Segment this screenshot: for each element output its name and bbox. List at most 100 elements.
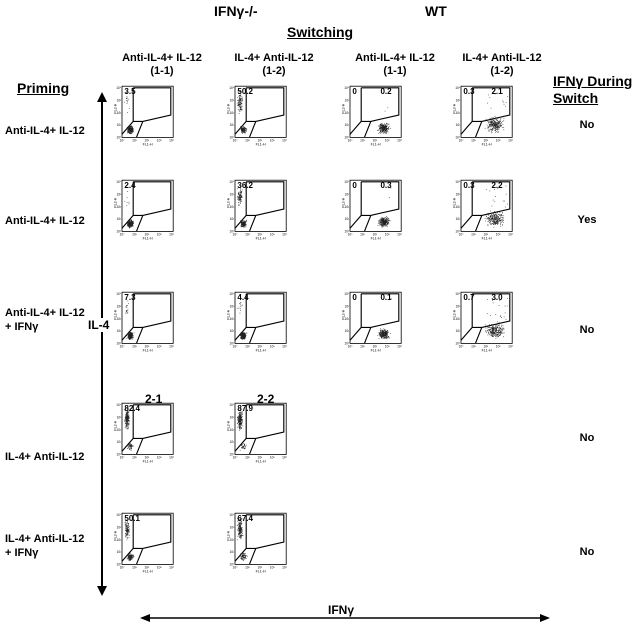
y-tick-label: 10¹: [117, 123, 122, 127]
row-label-line2: + IFNγ: [5, 547, 39, 559]
gate-line: [246, 87, 285, 122]
gate-line: [121, 404, 134, 452]
gate-line: [133, 404, 172, 439]
priming-title: Priming: [17, 80, 70, 96]
x-tick-label: 10²: [483, 344, 488, 348]
gate-percent-left: 0: [352, 87, 357, 96]
y-tick-label: 10¹: [230, 123, 235, 127]
y-tick-label: 10³: [230, 192, 235, 196]
ifn-answer-5: No: [579, 546, 595, 558]
y-tick-label: 10⁴: [455, 180, 461, 184]
gate-percent-left: 0.7: [463, 293, 475, 302]
y-axis-label: FL2-H: [226, 420, 230, 430]
x-tick-label: 10³: [496, 232, 501, 236]
gate-line: [135, 215, 144, 232]
x-tick-label: 10³: [385, 344, 390, 348]
row-label-5: IL-4+ Anti-IL-12 + IFNγ: [5, 532, 84, 560]
x-tick-label: 10⁴: [282, 455, 288, 459]
x-tick-label: 10³: [157, 344, 162, 348]
row-label-line1: Anti-IL-4+ IL-12: [5, 307, 85, 319]
y-tick-label: 10⁰: [455, 136, 461, 140]
ifng-axis-arrow: [140, 614, 550, 622]
x-tick-label: 10⁰: [348, 344, 354, 348]
y-tick-label: 10²: [117, 111, 122, 115]
x-tick-label: 10³: [157, 565, 162, 569]
x-axis-label: FL1-H: [256, 569, 266, 573]
y-tick-label: 10³: [456, 304, 461, 308]
x-tick-label: 10¹: [132, 455, 137, 459]
x-axis-label: FL1-H: [143, 236, 153, 240]
gate-line: [472, 87, 511, 122]
row-label-line1: Anti-IL-4+ IL-12: [5, 215, 85, 227]
ifng-axis-label: IFNγ: [325, 603, 358, 617]
y-tick-label: 10⁴: [229, 180, 235, 184]
event-dots: [237, 91, 248, 135]
x-tick-label: 10²: [257, 455, 262, 459]
y-tick-label: 10²: [117, 205, 122, 209]
x-tick-label: 10⁰: [233, 138, 239, 142]
event-dots: [124, 191, 134, 229]
y-tick-label: 10⁰: [455, 230, 461, 234]
x-tick-label: 10³: [270, 565, 275, 569]
y-tick-label: 10⁰: [455, 342, 461, 346]
x-tick-label: 10⁴: [397, 344, 403, 348]
event-dots: [377, 187, 392, 228]
y-tick-label: 10²: [230, 538, 235, 542]
x-tick-label: 10¹: [132, 565, 137, 569]
x-tick-label: 10⁴: [169, 344, 175, 348]
y-tick-label: 10³: [117, 304, 122, 308]
y-tick-label: 10⁰: [116, 453, 122, 457]
x-tick-label: 10⁴: [169, 455, 175, 459]
row-label-3: Anti-IL-4+ IL-12 + IFNγ: [5, 306, 85, 334]
ifn-during-switch-header: IFNγ During Switch: [553, 73, 632, 107]
event-dots: [484, 92, 508, 134]
y-tick-label: 10¹: [345, 217, 350, 221]
y-tick-label: 10⁰: [229, 136, 235, 140]
x-tick-label: 10¹: [132, 138, 137, 142]
gate-line: [248, 215, 257, 232]
y-tick-label: 10¹: [456, 217, 461, 221]
ifn-answer-1: No: [579, 119, 595, 131]
gate-line: [135, 548, 144, 565]
x-tick-label: 10⁴: [397, 138, 403, 142]
y-axis-label: FL2-H: [341, 103, 345, 113]
x-axis-label: FL1-H: [371, 142, 381, 146]
x-tick-label: 10⁰: [233, 232, 239, 236]
gate-line: [135, 121, 144, 138]
gate-percent-right: 2.2: [491, 181, 503, 190]
y-axis-label: FL2-H: [226, 197, 230, 207]
plot-frame: [349, 179, 402, 232]
y-tick-label: 10⁰: [116, 342, 122, 346]
x-tick-label: 10⁴: [282, 565, 288, 569]
y-tick-label: 10³: [230, 98, 235, 102]
y-tick-label: 10²: [345, 205, 350, 209]
y-tick-label: 10³: [456, 98, 461, 102]
x-tick-label: 10³: [270, 344, 275, 348]
y-axis-label: FL2-H: [341, 197, 345, 207]
event-dots: [125, 300, 135, 341]
ifn-during-line2: Switch: [553, 90, 599, 106]
ko-genotype-label: IFNγ-/-: [214, 3, 258, 19]
x-tick-label: 10¹: [245, 232, 250, 236]
gate-line: [121, 87, 134, 135]
event-dots: [237, 186, 248, 228]
y-tick-label: 10⁴: [116, 86, 122, 90]
gate-percent-left: 3.5: [124, 87, 136, 96]
y-tick-label: 10¹: [456, 123, 461, 127]
gate-line: [246, 404, 285, 439]
column-header-line2: (1-2): [262, 65, 286, 77]
gate-line: [248, 438, 257, 455]
x-tick-label: 10⁰: [120, 344, 126, 348]
y-tick-label: 10⁴: [344, 292, 350, 296]
plot-frame: [349, 85, 402, 138]
gate-line: [234, 514, 247, 562]
gate-percent-right: 0.1: [380, 293, 392, 302]
y-tick-label: 10⁰: [229, 563, 235, 567]
y-axis-label: FL2-H: [226, 309, 230, 319]
x-tick-label: 10¹: [360, 138, 365, 142]
x-tick-label: 10⁴: [169, 138, 175, 142]
gate-percent-left: 50.1: [124, 514, 140, 523]
